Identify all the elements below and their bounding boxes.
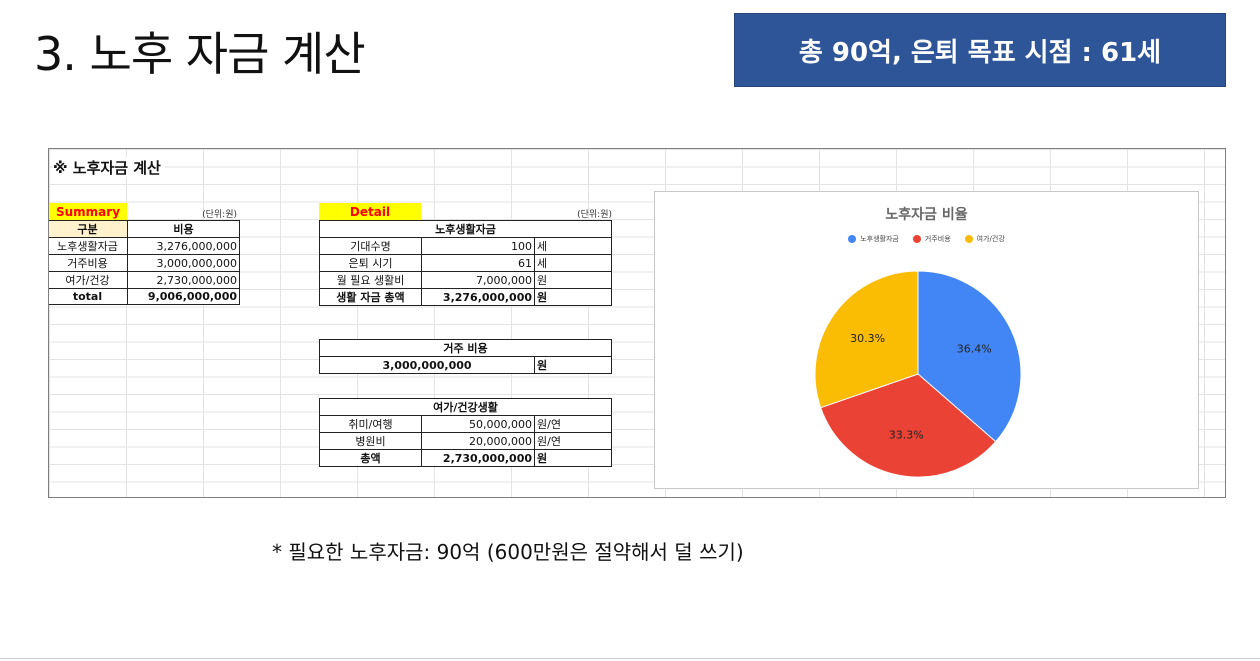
- summary-row-name: 노후생활자금: [49, 237, 128, 255]
- detail-row: 월 필요 생활비 7,000,000 원: [319, 271, 613, 289]
- detail-row-unit: 원/연: [534, 415, 612, 433]
- summary-header-cost: 비용: [127, 220, 240, 238]
- summary-header-category: 구분: [49, 220, 128, 238]
- detail-row-unit: 원: [534, 449, 612, 467]
- detail-label: Detail: [319, 203, 421, 220]
- title-badge: 총 90억, 은퇴 목표 시점 : 61세: [734, 13, 1226, 87]
- summary-row-name: 여가/건강: [49, 271, 128, 289]
- summary-header-row: 구분 비용: [49, 220, 240, 238]
- legend-item: 여가/건강: [964, 234, 1005, 244]
- leisure-cost-title: 여가/건강생활: [319, 398, 612, 416]
- summary-row: 여가/건강 2,730,000,000: [49, 271, 240, 289]
- pie-label-living: 36.4%: [957, 342, 992, 355]
- pie-slice-living: [917, 270, 1022, 443]
- pie-label-leisure: 30.3%: [850, 332, 885, 345]
- detail-row-name: 생활 자금 총액: [319, 288, 422, 306]
- living-cost-table: 노후생활자금 기대수명 100 세 은퇴 시기 61 세 월 필요 생활비 7,…: [318, 220, 613, 306]
- footnote: * 필요한 노후자금: 90억 (600만원은 절약해서 덜 쓰기): [272, 540, 744, 564]
- pie-chart: 노후자금 비율 노후생활자금 거주비용 여가/건강 36.4% 33.3% 30.3…: [654, 191, 1199, 489]
- pie-slice-leisure: [814, 270, 919, 409]
- detail-unit: (단위:원): [577, 210, 612, 220]
- legend-swatch: [848, 235, 857, 243]
- detail-row: 기대수명 100 세: [319, 237, 613, 255]
- detail-row-unit: 세: [533, 254, 613, 272]
- detail-row-value: 100: [421, 237, 535, 255]
- pie-slice-housing: [820, 373, 997, 478]
- detail-row-name: 월 필요 생활비: [319, 271, 422, 289]
- detail-row: 취미/여행 50,000,000 원/연: [319, 415, 612, 433]
- detail-total-row: 생활 자금 총액 3,276,000,000 원: [319, 288, 613, 306]
- detail-row-unit: 원: [533, 288, 613, 306]
- summary-row-name: 거주비용: [49, 254, 128, 272]
- legend-label: 여가/건강: [976, 235, 1005, 243]
- summary-row-value: 3,276,000,000: [127, 237, 240, 255]
- living-cost-title: 노후생활자금: [318, 220, 613, 238]
- legend-item: 노후생활자금: [848, 234, 899, 244]
- leisure-cost-table: 여가/건강생활 취미/여행 50,000,000 원/연 병원비 20,000,…: [319, 398, 612, 467]
- detail-row-value: 3,276,000,000: [421, 288, 535, 306]
- detail-row-value: 61: [421, 254, 535, 272]
- sheet-heading: ※ 노후자금 계산: [53, 157, 165, 178]
- summary-row: 노후생활자금 3,276,000,000: [49, 237, 240, 255]
- bottom-divider: [0, 658, 1260, 659]
- detail-row-unit: 원: [533, 271, 613, 289]
- detail-row-unit: 세: [533, 237, 613, 255]
- detail-total-row: 총액 2,730,000,000 원: [319, 449, 612, 467]
- housing-cost-unit: 원: [534, 356, 612, 374]
- summary-row-value: 2,730,000,000: [127, 271, 240, 289]
- detail-row-unit: 원/연: [534, 432, 612, 450]
- detail-row-value: 2,730,000,000: [421, 449, 535, 467]
- leisure-cost-header-row: 여가/건강생활: [319, 398, 612, 416]
- living-cost-header-row: 노후생활자금: [318, 220, 613, 238]
- detail-row: 병원비 20,000,000 원/연: [319, 432, 612, 450]
- summary-table: 구분 비용 노후생활자금 3,276,000,000 거주비용 3,000,00…: [49, 220, 240, 305]
- detail-row-name: 기대수명: [319, 237, 422, 255]
- summary-total-value: 9,006,000,000: [127, 288, 240, 305]
- detail-row-value: 50,000,000: [421, 415, 535, 433]
- detail-row-value: 20,000,000: [421, 432, 535, 450]
- summary-unit: (단위:원): [202, 210, 237, 220]
- legend-item: 거주비용: [912, 234, 951, 244]
- legend-swatch: [912, 235, 921, 243]
- housing-cost-title: 거주 비용: [319, 339, 612, 357]
- slide-title: 3. 노후 자금 계산: [34, 27, 366, 81]
- detail-row-name: 병원비: [319, 432, 422, 450]
- housing-cost-row: 3,000,000,000 원: [319, 356, 612, 374]
- chart-title: 노후자금 비율: [885, 207, 968, 223]
- chart-legend: 노후생활자금 거주비용 여가/건강: [655, 234, 1198, 244]
- housing-cost-table: 거주 비용 3,000,000,000 원: [319, 339, 612, 374]
- legend-label: 노후생활자금: [860, 235, 899, 243]
- spreadsheet-image: ※ 노후자금 계산 Summary (단위:원) 구분 비용 노후생활자금 3,…: [48, 148, 1226, 498]
- summary-row: 거주비용 3,000,000,000: [49, 254, 240, 272]
- detail-row-name: 취미/여행: [319, 415, 422, 433]
- detail-row: 은퇴 시기 61 세: [319, 254, 613, 272]
- pie-label-housing: 33.3%: [889, 429, 924, 442]
- legend-label: 거주비용: [924, 235, 951, 243]
- summary-label: Summary: [49, 203, 127, 220]
- detail-row-name: 은퇴 시기: [319, 254, 422, 272]
- housing-cost-header-row: 거주 비용: [319, 339, 612, 357]
- detail-row-value: 7,000,000: [421, 271, 535, 289]
- legend-swatch: [964, 235, 973, 243]
- pie-svg: 36.4% 33.3% 30.3%: [814, 270, 1022, 478]
- detail-row-name: 총액: [319, 449, 422, 467]
- summary-total-name: total: [49, 288, 128, 305]
- summary-row-value: 3,000,000,000: [127, 254, 240, 272]
- summary-total-row: total 9,006,000,000: [49, 288, 240, 305]
- housing-cost-value: 3,000,000,000: [319, 356, 535, 374]
